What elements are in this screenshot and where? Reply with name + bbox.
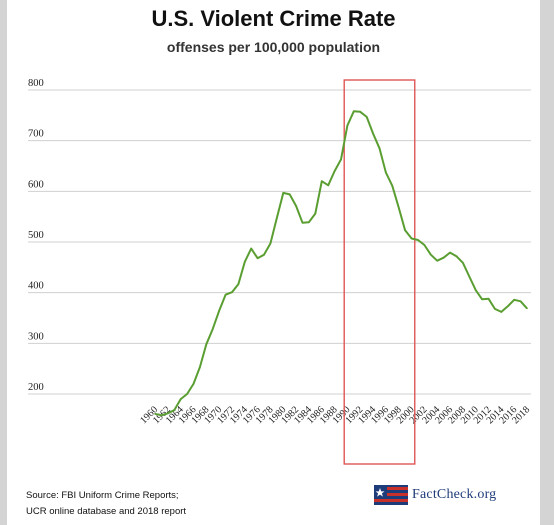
data-point (186, 393, 188, 395)
data-point (506, 305, 509, 308)
data-point (513, 298, 515, 301)
series-line (154, 110, 528, 417)
data-point (372, 132, 374, 135)
data-point (288, 193, 291, 196)
data-point (276, 216, 278, 219)
highlight-box (343, 79, 416, 465)
series-layer (154, 110, 528, 417)
source-line-1: Source: FBI Uniform Crime Reports; (26, 490, 179, 501)
data-point (391, 184, 394, 187)
data-point (231, 291, 233, 293)
data-point (308, 221, 310, 224)
line-chart: 200 300 400 500 600 700 800 196019621964196619… (28, 78, 532, 465)
data-point (429, 253, 432, 256)
data-point (494, 308, 496, 310)
logo-text: FactCheck.org (412, 487, 497, 502)
y-tick-label: 400 (28, 281, 44, 292)
y-tick-label: 700 (28, 129, 44, 140)
y-tick-label: 200 (28, 382, 44, 393)
data-point (179, 398, 182, 400)
y-tick-label: 500 (28, 230, 44, 241)
data-point (154, 412, 156, 415)
grid-lines (28, 89, 531, 395)
x-axis-ticks: 1960196219641966196819701972197419761978… (138, 404, 532, 426)
data-point (263, 253, 265, 256)
data-point (481, 298, 483, 301)
data-point (256, 257, 259, 260)
data-point (423, 244, 426, 246)
data-point (192, 383, 195, 385)
data-point (365, 116, 368, 118)
data-point (449, 251, 451, 254)
data-point (211, 328, 214, 330)
data-point (455, 255, 458, 257)
data-point (282, 192, 285, 194)
data-point (487, 297, 490, 300)
data-point (160, 414, 163, 417)
data-point (526, 307, 528, 310)
data-point (442, 256, 445, 259)
data-point (243, 260, 246, 263)
data-point (519, 300, 522, 303)
source-line-2: UCR online database and 2018 report (26, 506, 187, 517)
y-tick-label: 300 (28, 331, 44, 342)
data-point (353, 110, 355, 113)
data-point (173, 409, 176, 412)
flag-icon (374, 485, 408, 505)
data-point (205, 343, 208, 346)
data-point (474, 289, 477, 291)
chart-subtitle: offenses per 100,000 population (166, 39, 381, 55)
data-point (410, 237, 413, 240)
data-point (417, 239, 419, 241)
data-point (359, 110, 362, 113)
source-note: Source: FBI Uniform Crime Reports; UCR o… (26, 488, 186, 520)
y-tick-label: 800 (28, 78, 44, 89)
data-point (462, 261, 464, 264)
data-point (500, 311, 503, 313)
data-point (320, 180, 323, 182)
chart-card: U.S. Violent Crime Rate offenses per 100… (7, 0, 540, 525)
factcheck-logo[interactable]: FactCheck.org (374, 481, 496, 509)
data-point (468, 275, 471, 278)
data-point (340, 158, 342, 161)
data-point (250, 247, 253, 250)
data-point (199, 366, 201, 368)
data-point (218, 310, 220, 312)
y-axis-ticks: 200 300 400 500 600 700 800 (28, 78, 44, 393)
data-point (167, 412, 169, 415)
data-point (295, 205, 297, 207)
data-point (404, 229, 406, 232)
data-point (237, 283, 240, 285)
y-tick-label: 600 (28, 179, 44, 190)
data-point (436, 259, 439, 262)
data-point (269, 242, 272, 245)
data-point (397, 206, 400, 209)
data-point (314, 212, 317, 215)
highlight-region (343, 79, 416, 465)
data-point (346, 124, 349, 127)
data-point (333, 170, 336, 172)
data-point (385, 171, 387, 174)
chart-title: U.S. Violent Crime Rate (151, 6, 396, 31)
data-point (378, 147, 381, 150)
data-point (301, 221, 304, 224)
data-point (224, 293, 227, 296)
data-point (327, 184, 329, 187)
